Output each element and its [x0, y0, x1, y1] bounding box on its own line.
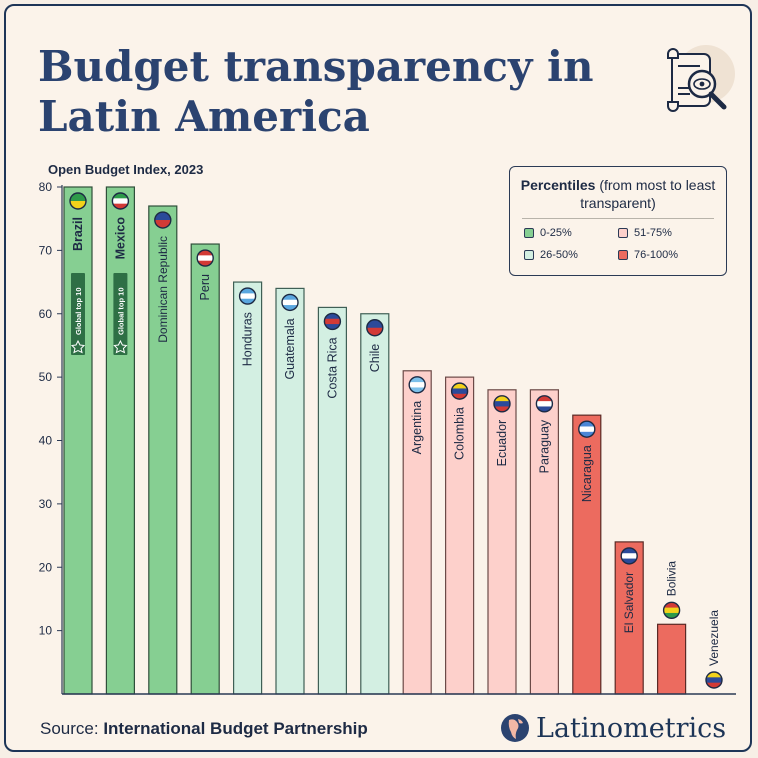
star-icon — [113, 339, 128, 354]
bar-colombia — [445, 376, 475, 695]
flag-icon — [323, 312, 342, 331]
source-name: International Budget Partnership — [103, 719, 368, 738]
y-tick-label: 10 — [39, 624, 53, 638]
bar-mexico — [105, 186, 136, 695]
category-label: Colombia — [453, 407, 467, 460]
brand-name: Latinometrics — [536, 712, 727, 744]
top10-badge — [113, 273, 128, 355]
percentile-legend: Percentiles (from most to least transpar… — [509, 166, 727, 276]
category-label: Bolivia — [665, 561, 679, 597]
flag-icon — [620, 547, 638, 565]
source-prefix: Source: — [40, 719, 104, 738]
bar-bolivia — [656, 623, 687, 695]
category-label: Dominican Republic — [156, 236, 170, 343]
legend-title: Percentiles (from most to least transpar… — [510, 176, 726, 212]
flag-icon — [493, 395, 511, 413]
flag-icon — [535, 395, 554, 413]
category-label: Honduras — [241, 312, 255, 366]
bar-peru — [190, 243, 220, 695]
source-note: Source: International Budget Partnership — [40, 719, 368, 739]
category-label: Costa Rica — [325, 337, 339, 398]
bar-honduras — [233, 281, 263, 695]
legend-divider — [522, 218, 714, 219]
y-tick-label: 60 — [39, 307, 53, 321]
legend-item-76-100: 76-100% — [618, 249, 712, 261]
legend-label: 76-100% — [634, 249, 679, 261]
annotation-label: Global top 10 — [116, 287, 125, 335]
y-tick-label: 20 — [39, 560, 53, 574]
y-axis-label: Open Budget Index, 2023 — [48, 162, 204, 177]
category-label: Paraguay — [537, 419, 551, 473]
category-label: Chile — [368, 344, 382, 373]
y-tick-label: 80 — [39, 180, 53, 194]
category-label: Brazil — [71, 217, 85, 251]
flag-icon — [69, 192, 87, 210]
y-tick-label: 50 — [39, 370, 53, 384]
flag-icon — [408, 376, 426, 394]
bar-guatemala — [275, 287, 305, 695]
category-label: El Salvador — [622, 572, 636, 633]
bar-ecuador — [487, 389, 517, 695]
annotation-label: Global top 10 — [74, 287, 83, 335]
y-tick-label: 30 — [39, 497, 53, 511]
category-label: Peru — [198, 274, 212, 300]
legend-item-51-75: 51-75% — [618, 227, 712, 239]
legend-item-0-25: 0-25% — [524, 227, 618, 239]
category-label: Mexico — [113, 217, 127, 260]
category-label: Argentina — [410, 401, 424, 455]
legend-items: 0-25% 51-75% 26-50% 76-100% — [510, 225, 726, 263]
brand-logo: Latinometrics — [500, 708, 726, 748]
flag-icon — [111, 192, 130, 210]
legend-title-rest: (from most to least transparent) — [580, 177, 716, 211]
legend-swatch — [524, 250, 534, 260]
flag-icon — [238, 287, 257, 305]
legend-label: 26-50% — [540, 249, 578, 261]
legend-label: 51-75% — [634, 227, 672, 239]
bar-chile — [360, 313, 390, 695]
bar-brazil — [63, 186, 93, 695]
flag-icon — [662, 601, 681, 619]
page-title: Budget transparency in Latin America — [38, 42, 594, 141]
document-magnifier-icon — [667, 45, 735, 112]
y-tick-label: 70 — [39, 243, 53, 257]
y-tick-label: 40 — [39, 434, 53, 448]
star-icon — [70, 339, 86, 354]
legend-title-bold: Percentiles — [520, 177, 596, 193]
category-label: Nicaragua — [580, 445, 594, 502]
flag-icon — [366, 319, 384, 337]
flag-icon — [281, 293, 299, 312]
bar-paraguay — [529, 389, 560, 695]
infographic-frame: Budget transparency in Latin America Ope… — [4, 4, 752, 752]
category-label: Ecuador — [495, 420, 509, 467]
flag-icon — [705, 671, 723, 689]
bar-chart: 10 20 30 40 50 60 70 80 Brazil Global top 10 Mexic… — [39, 180, 736, 695]
legend-item-26-50: 26-50% — [524, 249, 618, 261]
globe-icon — [501, 714, 529, 742]
flag-icon — [196, 249, 214, 267]
flag-icon — [154, 211, 172, 229]
legend-swatch — [524, 228, 534, 238]
legend-swatch — [618, 250, 628, 260]
top10-badge — [71, 273, 85, 355]
bar-costa-rica — [317, 306, 347, 695]
category-label: Venezuela — [707, 610, 721, 666]
legend-swatch — [618, 228, 628, 238]
flag-icon — [578, 420, 596, 438]
flag-icon — [450, 382, 469, 400]
legend-label: 0-25% — [540, 227, 572, 239]
bar-dominican-republic — [148, 205, 178, 695]
category-label: Guatemala — [283, 318, 297, 379]
